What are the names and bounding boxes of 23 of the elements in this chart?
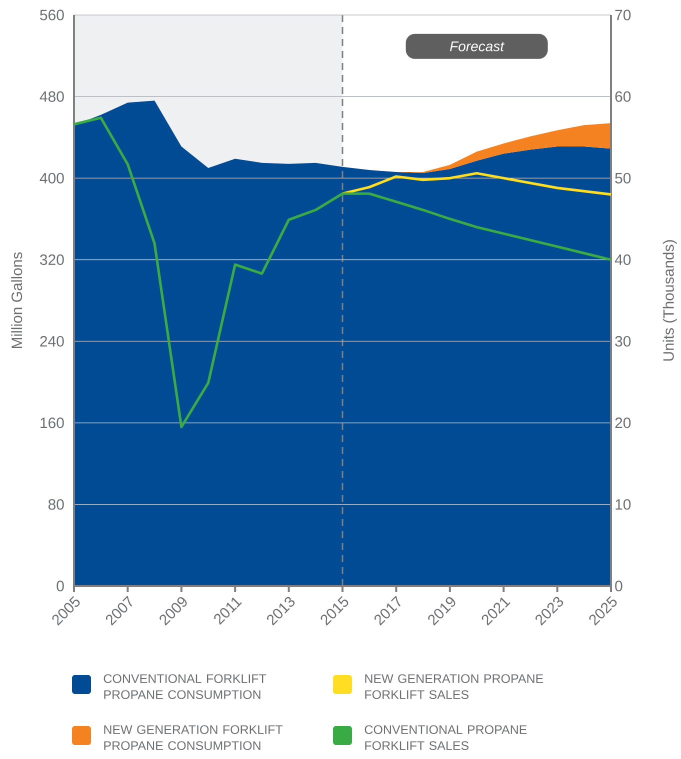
y-tick-label: 240 [40,336,64,347]
y-tick-label: 320 [40,254,64,266]
y2-tick-label: 50 [615,172,631,184]
y2-tick-label: 40 [614,254,631,266]
y-tick-label: 160 [40,418,64,428]
y2-tick-label: 60 [615,91,631,102]
y-tick-label: 560 [40,10,64,20]
y-tick-label: 80 [48,499,64,510]
legend-label: CONVENTIONAL FORKLIFT PROPANE CONSUMPTION [104,674,266,700]
y2-tick-label: 70 [615,10,631,20]
y2-tick-label: 0 [615,580,622,592]
legend-label: CONVENTIONAL PROPANE FORKLIFT SALES [364,725,527,750]
y2-tick-label: 30 [615,336,631,347]
legend-label: NEW GENERATION PROPANE FORKLIFT SALES [365,674,544,700]
annotation: Forecast [450,42,505,52]
y-tick-label: 400 [40,172,64,184]
y2-tick-label: 10 [616,499,631,510]
y-tick-label: 480 [40,91,64,102]
y-tick-label: 0 [56,580,64,592]
y2-axis-title: Units (Thousands) [662,240,677,361]
legend-label: NEW GENERATION FORKLIFT PROPANE CONSUMPTION [104,725,283,750]
y-axis-title: Million Gallons [11,252,22,348]
y2-tick-label: 20 [615,418,631,428]
